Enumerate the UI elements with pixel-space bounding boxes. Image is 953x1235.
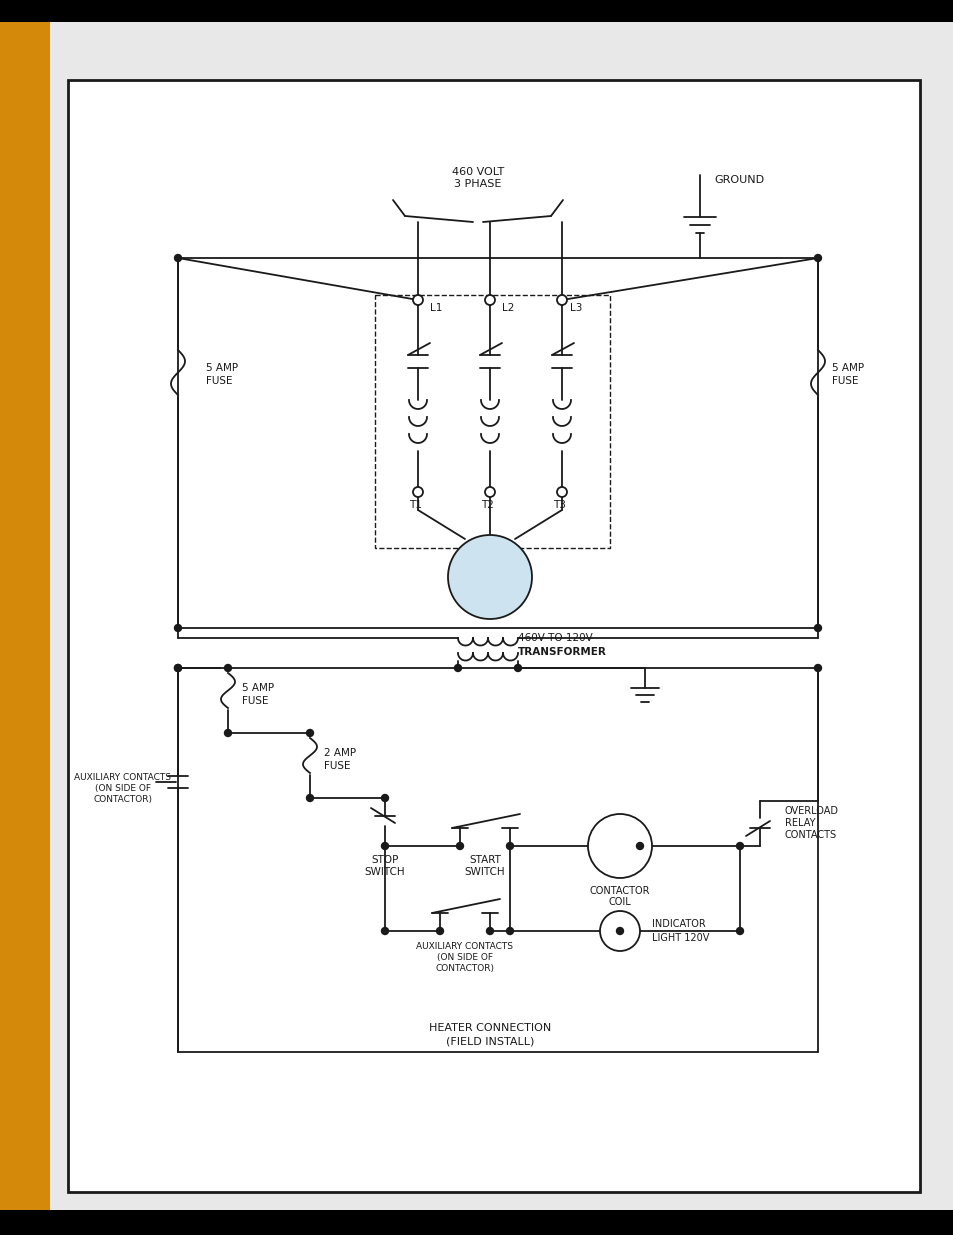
Circle shape: [506, 927, 513, 935]
Text: RELAY: RELAY: [784, 818, 815, 827]
Text: 120V: 120V: [605, 841, 634, 851]
Text: 5 AMP: 5 AMP: [242, 683, 274, 693]
Text: 460V TO 120V: 460V TO 120V: [517, 634, 592, 643]
Text: 2 AMP: 2 AMP: [324, 748, 355, 758]
Circle shape: [557, 487, 566, 496]
Text: INDICATOR: INDICATOR: [651, 919, 705, 929]
Circle shape: [814, 664, 821, 672]
Text: COIL: COIL: [608, 897, 631, 906]
Text: (FIELD INSTALL): (FIELD INSTALL): [445, 1037, 534, 1047]
Circle shape: [381, 842, 388, 850]
Text: CONTACTOR: CONTACTOR: [589, 885, 650, 897]
Text: FUSE: FUSE: [206, 375, 233, 387]
Text: STOP: STOP: [371, 855, 398, 864]
Circle shape: [587, 814, 651, 878]
Circle shape: [514, 664, 521, 672]
Circle shape: [381, 927, 388, 935]
Circle shape: [506, 842, 513, 850]
Circle shape: [636, 842, 643, 850]
Circle shape: [454, 664, 461, 672]
Text: L2: L2: [501, 303, 514, 312]
Circle shape: [557, 295, 566, 305]
Text: FUSE: FUSE: [831, 375, 858, 387]
Circle shape: [224, 730, 232, 736]
Circle shape: [448, 535, 532, 619]
Bar: [375, 295, 609, 548]
Circle shape: [814, 625, 821, 631]
Text: FUSE: FUSE: [324, 761, 350, 771]
Text: (ON SIDE OF: (ON SIDE OF: [95, 784, 151, 794]
Circle shape: [616, 927, 623, 935]
Circle shape: [736, 927, 742, 935]
Text: TRANSFORMER: TRANSFORMER: [517, 647, 606, 657]
Text: 460 VOLT: 460 VOLT: [452, 167, 503, 177]
Circle shape: [381, 794, 388, 802]
Circle shape: [174, 664, 181, 672]
Circle shape: [814, 254, 821, 262]
Text: CONTACTOR): CONTACTOR): [93, 795, 152, 804]
Text: HEATER CONNECTION: HEATER CONNECTION: [429, 1023, 551, 1032]
Circle shape: [174, 664, 181, 672]
Text: MOTOR: MOTOR: [465, 579, 514, 593]
Text: AUXILIARY CONTACTS: AUXILIARY CONTACTS: [74, 773, 172, 783]
Text: CONTACTS: CONTACTS: [784, 830, 836, 840]
Text: GROUND: GROUND: [713, 175, 763, 185]
Text: 5 AMP: 5 AMP: [831, 363, 863, 373]
Text: (ON SIDE OF: (ON SIDE OF: [436, 953, 493, 962]
Circle shape: [484, 295, 495, 305]
Circle shape: [224, 664, 232, 672]
Text: L3: L3: [569, 303, 581, 312]
Circle shape: [736, 842, 742, 850]
Text: L1: L1: [430, 303, 442, 312]
Text: T1: T1: [409, 500, 422, 510]
Text: T2: T2: [481, 500, 494, 510]
Text: SWITCH: SWITCH: [364, 867, 405, 877]
Bar: [0, 0, 953, 22]
Circle shape: [599, 911, 639, 951]
Circle shape: [413, 295, 422, 305]
Text: START: START: [469, 855, 500, 864]
Bar: [68, 80, 919, 1192]
Text: CONTACTOR): CONTACTOR): [435, 965, 494, 973]
Text: T3: T3: [553, 500, 566, 510]
Circle shape: [306, 730, 314, 736]
Text: FAN: FAN: [476, 562, 502, 574]
Text: 3 PHASE: 3 PHASE: [454, 179, 501, 189]
Bar: [0, 1210, 953, 1235]
Circle shape: [484, 487, 495, 496]
Circle shape: [306, 794, 314, 802]
Circle shape: [436, 927, 443, 935]
Text: FUSE: FUSE: [242, 697, 268, 706]
Circle shape: [486, 927, 493, 935]
Text: SWITCH: SWITCH: [464, 867, 505, 877]
Text: OVERLOAD: OVERLOAD: [784, 806, 838, 816]
Text: LIGHT 120V: LIGHT 120V: [651, 932, 709, 944]
Circle shape: [456, 842, 463, 850]
Bar: [0, 0, 50, 1235]
Text: 5 AMP: 5 AMP: [206, 363, 238, 373]
Circle shape: [174, 625, 181, 631]
Circle shape: [174, 254, 181, 262]
Circle shape: [413, 487, 422, 496]
Text: AUXILIARY CONTACTS: AUXILIARY CONTACTS: [416, 942, 513, 951]
